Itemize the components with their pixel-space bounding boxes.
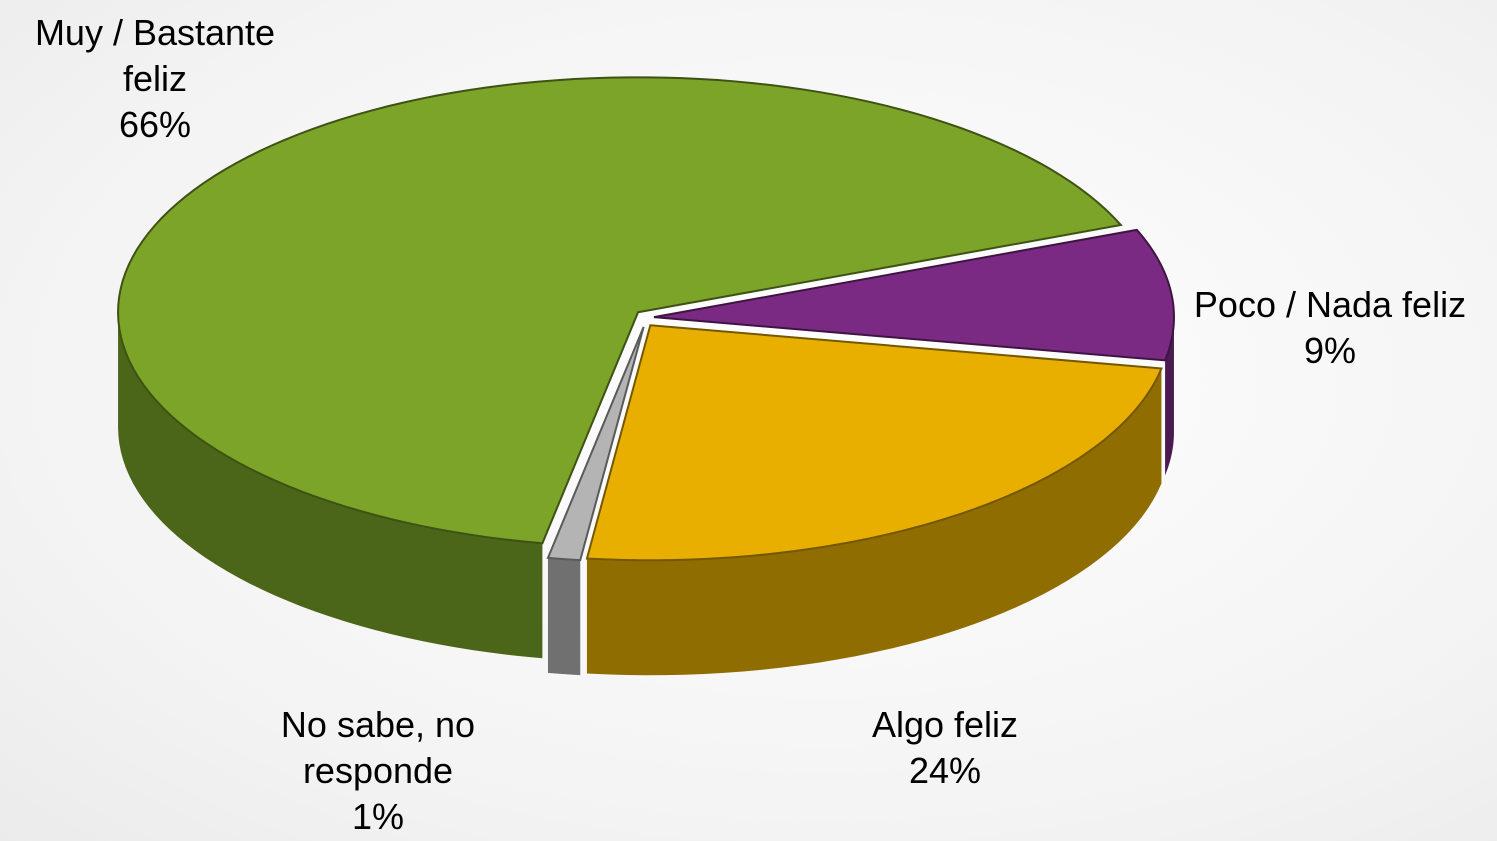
- slice-side: [547, 557, 581, 676]
- slice: [117, 76, 1123, 545]
- slice-side: [118, 312, 543, 659]
- category-label: Muy / Bastante feliz: [34, 12, 276, 99]
- value-label: 66%: [118, 104, 192, 145]
- slice: [653, 228, 1175, 362]
- value-label: 24%: [908, 750, 982, 791]
- data-label: Poco / Nada feliz 9%: [1160, 282, 1497, 374]
- category-label: No sabe, no responde: [280, 704, 476, 791]
- category-label: Algo feliz: [871, 704, 1019, 745]
- slice-side: [586, 368, 1162, 676]
- slice: [585, 324, 1163, 562]
- data-label: Algo feliz 24%: [800, 702, 1090, 794]
- value-label: 1%: [351, 796, 405, 837]
- slice: [546, 326, 645, 562]
- data-label: No sabe, no responde 1%: [248, 702, 508, 840]
- category-label: Poco / Nada feliz: [1193, 284, 1467, 325]
- data-label: Muy / Bastante feliz 66%: [5, 10, 305, 148]
- value-label: 9%: [1303, 330, 1357, 371]
